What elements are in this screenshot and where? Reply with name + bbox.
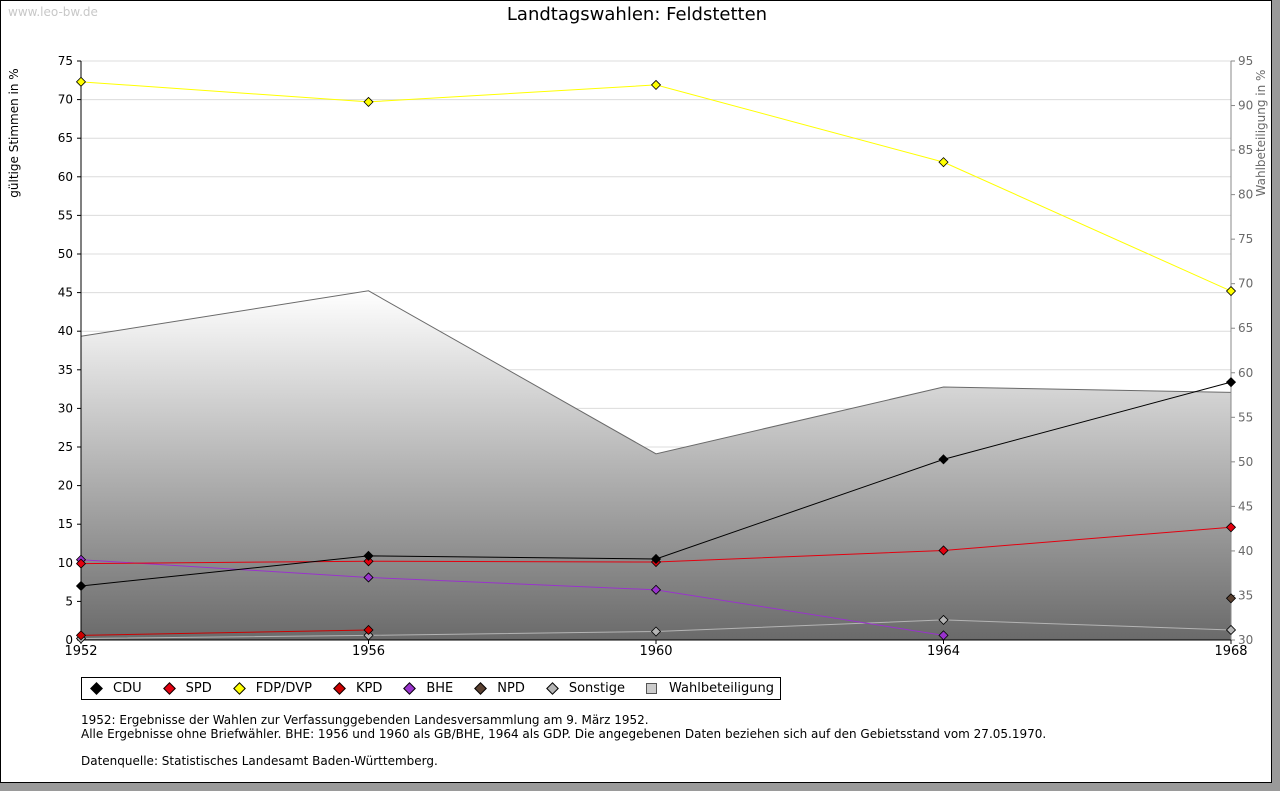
data-point-sonstige [938, 614, 949, 625]
x-tick-label: 1956 [352, 644, 385, 659]
y-tick-label-left: 20 [58, 479, 73, 493]
data-point-spd [75, 558, 87, 569]
data-point-bhe [363, 572, 374, 583]
data-point-fdp-dvp [363, 96, 374, 107]
y-tick-label-left: 55 [58, 208, 73, 222]
legend-item-kpd: KPD [333, 681, 382, 696]
data-point-spd [363, 556, 374, 567]
y-tick-label-right: 75 [1238, 232, 1253, 246]
data-point-cdu [363, 550, 374, 561]
note-line-2: Alle Ergebnisse ohne Briefwähler. BHE: 1… [81, 726, 1047, 741]
y-tick-label-right: 65 [1238, 321, 1253, 335]
legend-item-wahlbeteiligung: Wahlbeteiligung [646, 681, 774, 696]
x-tick-label: 1960 [639, 644, 672, 659]
y-tick-label-left: 75 [58, 54, 73, 68]
data-point-sonstige [650, 626, 662, 637]
y-tick-label-right: 80 [1238, 188, 1253, 202]
data-point-fdp-dvp [75, 76, 87, 87]
data-point-cdu [650, 553, 662, 565]
y-tick-label-right: 70 [1238, 277, 1253, 291]
data-point-npd [1225, 593, 1237, 604]
series-line-fdp-dvp [80, 81, 1232, 292]
note-line-1: 1952: Ergebnisse der Wahlen zur Verfassu… [81, 713, 649, 727]
legend-marker-sonstige [545, 682, 559, 695]
legend-marker-npd [474, 682, 488, 695]
data-source-note: Datenquelle: Statistisches Landesamt Bad… [81, 754, 438, 768]
chart-title: Landtagswahlen: Feldstetten [506, 4, 768, 25]
x-tick-label: 1968 [1214, 644, 1247, 659]
watermark: www.leo-bw.de [8, 5, 98, 19]
legend-label-npd: NPD [497, 681, 525, 696]
series-line-kpd [80, 629, 369, 636]
legend-item-npd: NPD [474, 681, 525, 696]
y-tick-label-left: 0 [65, 633, 73, 647]
legend-label-sonstige: Sonstige [568, 681, 626, 696]
y-tick-label-left: 50 [58, 247, 73, 261]
legend-label-wahlbeteiligung: Wahlbeteiligung [669, 681, 775, 696]
legend-label-spd: SPD [185, 681, 212, 696]
y-tick-label-left: 70 [58, 93, 73, 107]
data-point-sonstige [1225, 624, 1237, 636]
y-tick-label-left: 65 [58, 131, 73, 145]
chart-legend: CDU SPD FDP/DVP KPD BHE NPD Sonstige Wahlbeteil… [81, 677, 782, 700]
legend-item-spd: SPD [162, 681, 212, 696]
legend-marker-fdp-dvp [232, 682, 246, 695]
legend-item-fdp-dvp: FDP/DVP [232, 681, 312, 696]
y-tick-label-left: 35 [58, 363, 73, 377]
data-point-sonstige [363, 630, 374, 641]
data-point-bhe [938, 630, 949, 641]
data-point-kpd [75, 630, 87, 641]
legend-marker-cdu [90, 682, 103, 695]
y-tick-label-left: 5 [65, 594, 73, 608]
data-point-spd [1225, 522, 1237, 533]
legend-item-sonstige: Sonstige [545, 681, 626, 696]
legend-label-fdp-dvp: FDP/DVP [255, 681, 312, 696]
data-point-fdp-dvp [650, 79, 662, 90]
y-tick-label-right: 40 [1238, 544, 1253, 558]
data-point-cdu [1225, 377, 1237, 388]
y-tick-label-left: 15 [58, 517, 73, 531]
data-point-fdp-dvp [1225, 285, 1237, 297]
legend-item-bhe: BHE [403, 681, 453, 696]
data-point-kpd [363, 624, 374, 636]
data-point-spd [938, 545, 949, 556]
data-point-cdu [938, 454, 949, 465]
legend-item-cdu: CDU [90, 681, 142, 696]
y-tick-label-left: 60 [58, 170, 73, 184]
y-tick-label-right: 60 [1238, 366, 1253, 380]
legend-marker-wahlbeteiligung [646, 683, 658, 694]
data-point-bhe [650, 584, 662, 595]
y-tick-label-right: 30 [1238, 633, 1253, 647]
y-tick-label-right: 85 [1238, 143, 1253, 157]
legend-marker-kpd [333, 682, 346, 695]
legend-marker-bhe [403, 682, 417, 695]
y-tick-label-right: 90 [1238, 99, 1253, 113]
y-tick-label-left: 10 [58, 556, 73, 570]
legend-label-kpd: KPD [355, 681, 383, 696]
data-point-cdu [75, 580, 87, 592]
y-tick-label-right: 55 [1238, 410, 1253, 424]
chart-notes: 1952: Ergebnisse der Wahlen zur Verfassu… [81, 713, 1047, 741]
y-tick-label-right: 45 [1238, 499, 1253, 513]
legend-label-bhe: BHE [426, 681, 454, 696]
y-tick-label-right: 35 [1238, 588, 1253, 602]
y-tick-label-left: 40 [58, 324, 73, 338]
y-tick-label-left: 45 [58, 286, 73, 300]
legend-label-cdu: CDU [113, 681, 142, 696]
x-tick-label: 1952 [64, 644, 97, 659]
data-point-fdp-dvp [938, 157, 949, 168]
y-tick-label-right: 95 [1238, 54, 1253, 68]
turnout-line [80, 290, 1232, 455]
series-line-bhe [80, 559, 944, 636]
y-tick-label-left: 25 [58, 440, 73, 454]
legend-marker-spd [162, 682, 176, 695]
y-tick-label-right: 50 [1238, 455, 1253, 469]
x-tick-label: 1964 [927, 644, 960, 659]
y-tick-label-left: 30 [58, 401, 73, 415]
